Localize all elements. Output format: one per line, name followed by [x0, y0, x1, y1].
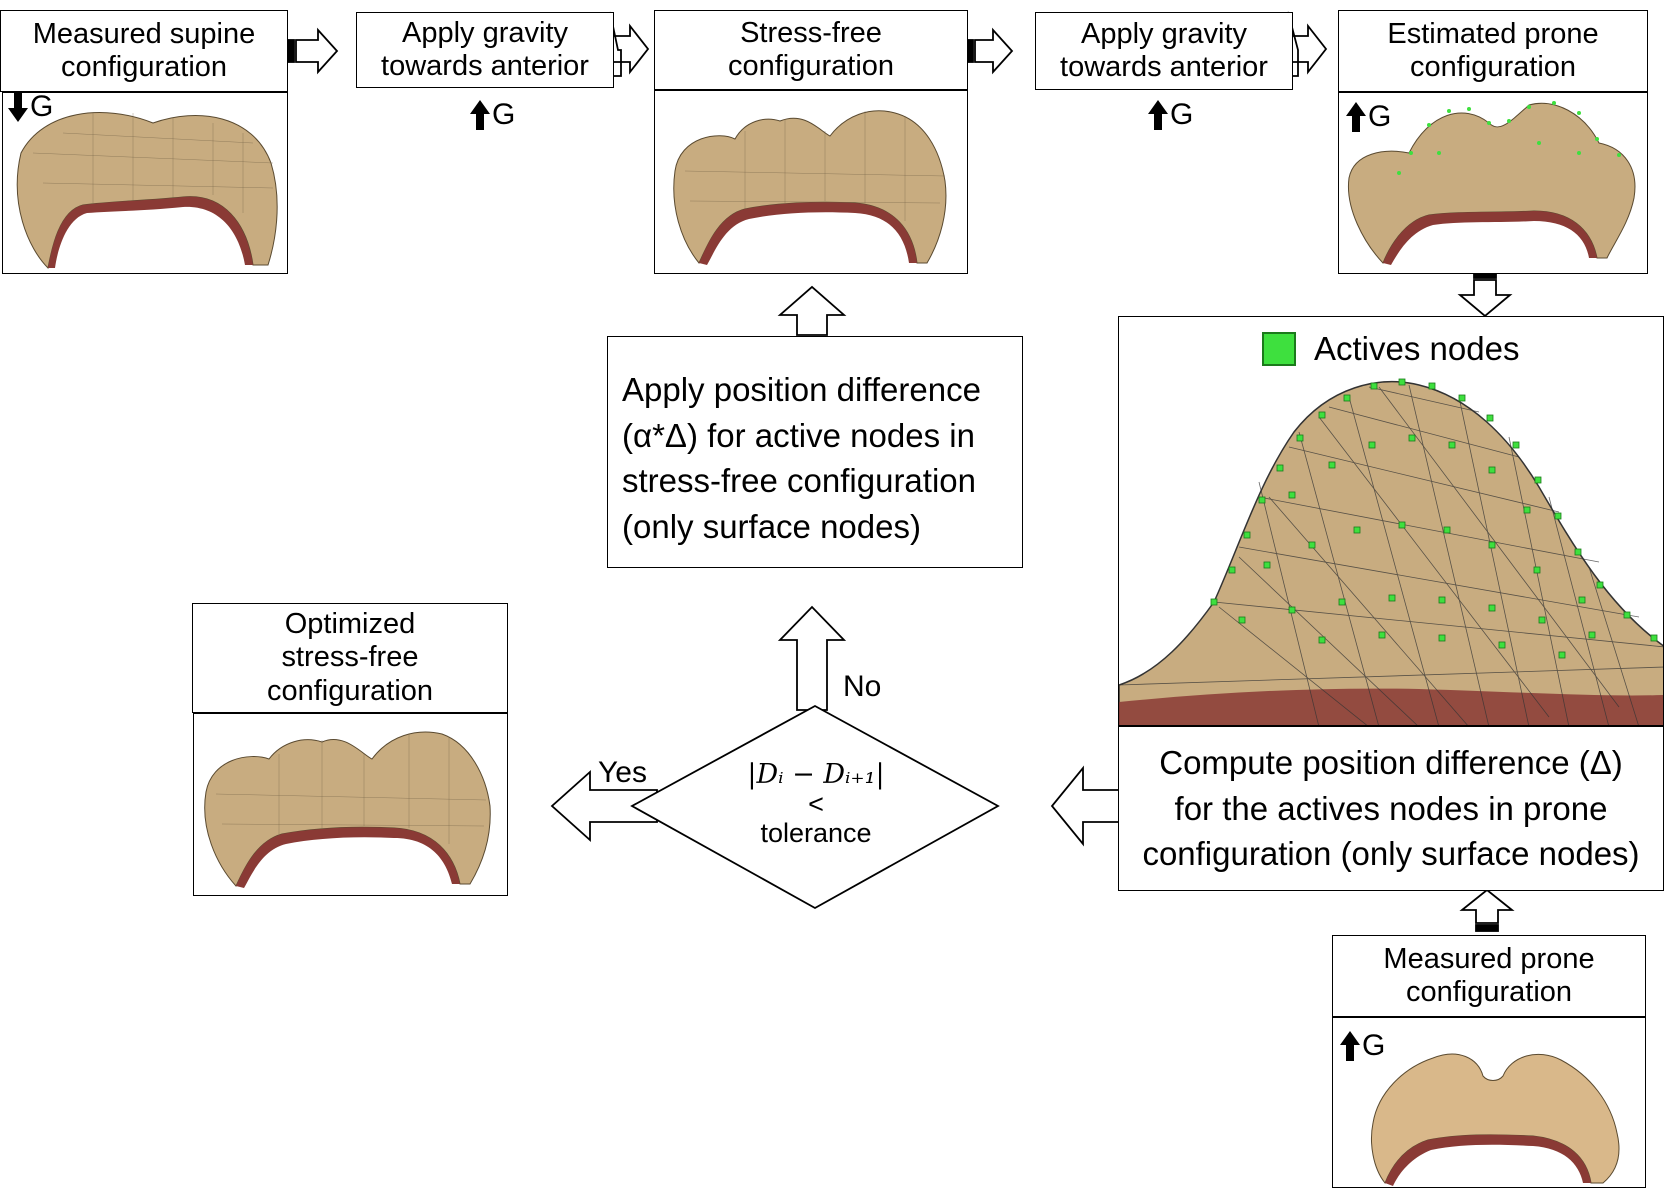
- optimized-image: [193, 713, 508, 896]
- apply-difference-box: Apply position difference (α*Δ) for acti…: [607, 336, 1023, 568]
- estimated-prone-image: [1338, 92, 1648, 274]
- active-node-dots: [1210, 378, 1658, 659]
- apply-difference-line-4: (only surface nodes): [622, 507, 921, 545]
- measured-supine-image: [2, 92, 288, 274]
- stress-free-box: Stress-free configuration: [654, 10, 968, 90]
- gravity-label: G: [1368, 100, 1392, 133]
- active-node-markers: [1397, 101, 1621, 175]
- compute-difference-line-2: for the actives nodes in prone: [1174, 789, 1608, 827]
- compute-difference-box: Compute position difference (Δ) for the …: [1118, 726, 1664, 891]
- arrow-measuredprone-to-compute: [1459, 888, 1515, 932]
- stress-free-image: [654, 90, 968, 274]
- decision-operator: <: [808, 788, 824, 819]
- measured-prone-image: [1332, 1017, 1646, 1188]
- optimized-line-3: configuration: [266, 674, 434, 707]
- gravity-label: G: [30, 90, 54, 123]
- arrow-gravity-to-stressfree: [609, 11, 650, 77]
- apply-difference-line-2: (α*Δ) for active nodes in: [622, 416, 975, 454]
- measured-prone-line-2: configuration: [1405, 976, 1573, 1008]
- legend-label: Actives nodes: [1314, 330, 1520, 367]
- arrow-up-icon: [1148, 100, 1168, 130]
- apply-gravity-box-1: Apply gravity towards anterior: [356, 12, 614, 88]
- gravity-indicator-supine: G: [8, 90, 53, 124]
- apply-gravity-2-line-1: Apply gravity: [1080, 17, 1247, 50]
- apply-gravity-1-line-2: towards anterior: [381, 50, 589, 82]
- estimated-prone-box: Estimated prone configuration: [1338, 10, 1648, 92]
- apply-difference-line-3: stress-free configuration: [622, 462, 976, 500]
- arrow-decision-to-apply: [777, 605, 847, 711]
- measured-supine-line-1: Measured supine: [32, 17, 256, 50]
- arrow-up-icon: [1346, 102, 1366, 132]
- gravity-indicator-1: G: [470, 98, 515, 132]
- arrow-stressfree-to-gravity: [964, 27, 1014, 75]
- gravity-indicator-estimated: G: [1346, 100, 1391, 134]
- arrow-apply-to-stressfree: [777, 285, 847, 336]
- arrow-estimated-to-compute: [1457, 271, 1513, 318]
- measured-supine-box: Measured supine configuration: [0, 10, 288, 92]
- apply-gravity-2-line-2: towards anterior: [1060, 51, 1268, 83]
- estimated-prone-line-2: configuration: [1409, 51, 1577, 83]
- measured-prone-box: Measured prone configuration: [1332, 935, 1646, 1017]
- branch-label-yes: Yes: [598, 756, 647, 789]
- compute-difference-line-3: configuration (only surface nodes): [1142, 835, 1640, 873]
- legend-swatch-icon: [1262, 332, 1296, 366]
- arrow-down-icon: [8, 92, 28, 122]
- decision-text: |Dᵢ − Dᵢ₊₁| < tolerance: [716, 760, 916, 849]
- apply-gravity-box-2: Apply gravity towards anterior: [1035, 12, 1293, 90]
- stress-free-line-2: configuration: [727, 50, 895, 82]
- branch-label-no: No: [843, 670, 882, 703]
- optimized-box: Optimized stress-free configuration: [192, 603, 508, 713]
- arrow-compute-to-decision: [1050, 765, 1121, 847]
- optimized-line-2: stress-free: [281, 641, 419, 674]
- apply-gravity-1-line-1: Apply gravity: [401, 16, 568, 49]
- arrow-gravity-to-estimated: [1287, 11, 1328, 77]
- compute-difference-line-1: Compute position difference (Δ): [1159, 744, 1623, 782]
- arrow-up-icon: [470, 100, 490, 130]
- gravity-label: G: [1170, 98, 1194, 131]
- gravity-label: G: [492, 98, 516, 131]
- decision-label: tolerance: [760, 818, 872, 849]
- decision-expression: |Dᵢ − Dᵢ₊₁|: [747, 759, 885, 790]
- arrow-supine-to-gravity: [285, 27, 339, 75]
- gravity-indicator-measured-prone: G: [1340, 1029, 1385, 1063]
- optimized-line-1: Optimized: [284, 607, 416, 640]
- measured-prone-line-1: Measured prone: [1383, 942, 1595, 975]
- gravity-indicator-2: G: [1148, 98, 1193, 132]
- apply-difference-line-1: Apply position difference: [622, 371, 981, 408]
- estimated-prone-line-1: Estimated prone: [1387, 17, 1599, 50]
- active-nodes-legend: Actives nodes: [1262, 330, 1519, 368]
- measured-supine-line-2: configuration: [60, 51, 228, 83]
- stress-free-line-1: Stress-free: [740, 16, 882, 49]
- arrow-up-icon: [1340, 1031, 1360, 1061]
- active-nodes-panel: [1118, 316, 1664, 726]
- mesh-lines: [1119, 384, 1663, 725]
- gravity-label: G: [1362, 1029, 1386, 1062]
